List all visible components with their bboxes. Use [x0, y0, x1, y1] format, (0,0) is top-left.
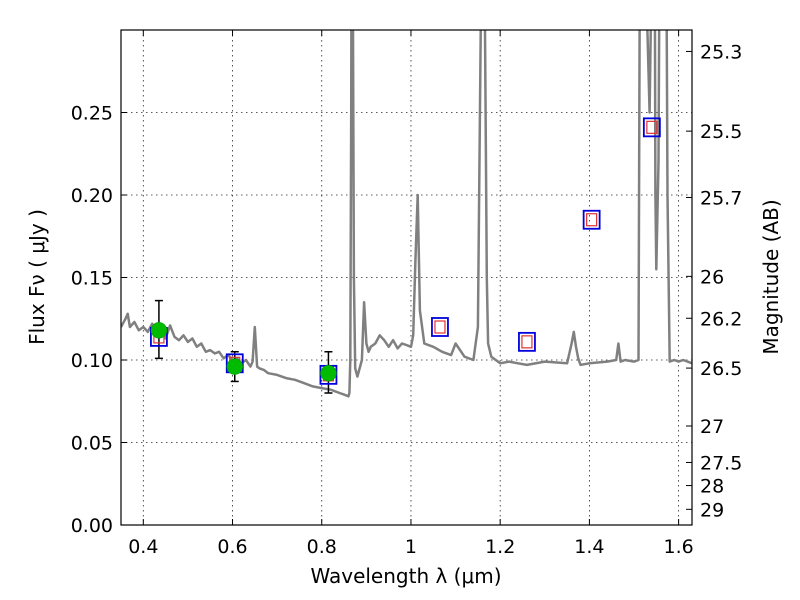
observed-point [226, 358, 244, 375]
y-axis: 0.00 0.05 0.10 0.15 0.20 0.25 [71, 103, 127, 537]
y-axis-label: Flux Fν ( μJy ) [25, 209, 49, 345]
y-tick-label: 0.10 [71, 350, 113, 372]
y2-tick-label: 29 [700, 499, 724, 521]
bandpass-box-inner [586, 213, 598, 227]
model-spectrum-line [121, 30, 692, 398]
x-axis-label: Wavelength λ (μm) [310, 564, 501, 588]
y2-tick-label: 27.5 [700, 452, 742, 474]
bandpass-box-inner [434, 320, 446, 334]
bandpass-box-inner [521, 335, 533, 349]
y2-tick-label: 25.7 [700, 187, 742, 209]
y-tick-label: 0.05 [71, 433, 113, 455]
bandpass-box-outer [518, 331, 536, 352]
y2-tick-label: 28 [700, 476, 724, 498]
observed-point [320, 364, 337, 382]
x-tick-label: 0.6 [217, 536, 247, 558]
y2-tick-label: 26 [700, 266, 724, 288]
x-tick-label: 1.4 [574, 536, 604, 558]
x-tick-label: 1.2 [485, 536, 515, 558]
bandpass-box-outer [431, 317, 449, 337]
bandpass-box-outer [642, 117, 661, 138]
y2-tick-label: 27 [700, 416, 724, 438]
y-tick-label: 0.25 [71, 103, 113, 125]
x-axis: 0.4 0.6 0.8 1 1.2 1.4 1.6 [128, 30, 694, 558]
x-tick-label: 1.6 [664, 536, 694, 558]
y2-tick-label: 26.5 [700, 358, 742, 380]
y2-tick-label: 25.3 [700, 41, 742, 63]
x-tick-label: 1 [405, 536, 417, 558]
bandpass-box-inner [646, 120, 658, 134]
y-tick-label: 0.20 [71, 185, 113, 207]
x-tick-label: 0.4 [128, 536, 158, 558]
markers [150, 117, 661, 394]
y2-axis-label: Magnitude (AB) [759, 199, 783, 354]
model-spectrum [121, 30, 692, 398]
y2-tick-label: 26.2 [700, 308, 742, 330]
y2-tick-label: 25.5 [700, 121, 742, 143]
y-tick-label: 0.15 [71, 268, 113, 290]
y-tick-label: 0.00 [71, 515, 113, 537]
x-tick-label: 0.8 [307, 536, 337, 558]
bandpass-box-outer [582, 209, 601, 230]
observed-point [150, 322, 168, 339]
